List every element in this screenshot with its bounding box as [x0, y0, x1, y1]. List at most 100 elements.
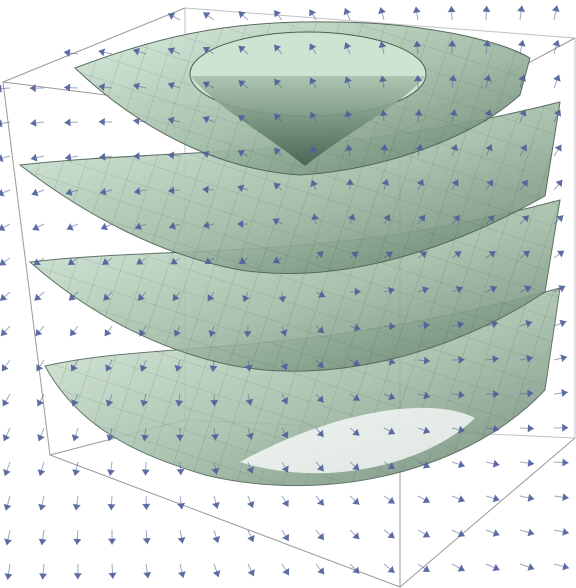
- field-arrow: [448, 74, 457, 89]
- field-arrow: [63, 48, 79, 57]
- field-arrow: [383, 495, 396, 505]
- field-arrow: [246, 461, 255, 474]
- field-arrow: [107, 495, 116, 511]
- field-arrow: [167, 47, 181, 55]
- field-arrow: [309, 111, 317, 123]
- field-arrow: [238, 45, 249, 55]
- field-arrow: [139, 325, 147, 337]
- field-arrow: [281, 563, 290, 576]
- field-arrow: [72, 461, 81, 477]
- field-arrow: [202, 46, 215, 55]
- field-arrow: [172, 291, 181, 302]
- field-arrow: [349, 461, 360, 471]
- field-arrow: [383, 427, 396, 435]
- field-arrow: [30, 153, 45, 162]
- field-arrow: [485, 494, 500, 503]
- field-arrow: [315, 359, 325, 369]
- field-arrow: [417, 214, 426, 225]
- field-arrow: [177, 529, 186, 544]
- field-arrow: [383, 322, 396, 331]
- field-arrow: [519, 285, 532, 293]
- field-arrow: [451, 495, 466, 503]
- field-arrow: [3, 495, 12, 511]
- field-arrow: [517, 39, 526, 55]
- field-arrow: [102, 291, 113, 301]
- field-arrow: [238, 80, 249, 89]
- field-arrow: [417, 321, 430, 330]
- field-arrow: [167, 12, 181, 21]
- field-arrow: [72, 495, 81, 511]
- field-arrow: [202, 221, 215, 230]
- field-arrow: [238, 257, 249, 265]
- field-arrow: [134, 222, 147, 230]
- field-arrow: [247, 563, 255, 577]
- field-arrow: [4, 529, 12, 546]
- field-arrow: [315, 250, 324, 259]
- field-arrow: [176, 461, 185, 476]
- field-arrow: [383, 251, 394, 259]
- field-arrow: [553, 458, 569, 467]
- field-arrow: [212, 563, 221, 578]
- field-arrow: [519, 144, 528, 157]
- field-arrow: [417, 563, 431, 573]
- field-arrow: [237, 149, 249, 157]
- field-arrow: [273, 113, 283, 123]
- field-arrow: [38, 529, 47, 546]
- field-arrow: [553, 144, 562, 157]
- field-arrow: [174, 359, 183, 372]
- field-arrow: [349, 251, 359, 259]
- field-arrow: [553, 250, 565, 259]
- field-arrow: [204, 257, 215, 265]
- field-arrow: [485, 320, 499, 329]
- field-arrow: [413, 40, 422, 55]
- field-arrow: [309, 77, 317, 89]
- field-arrow: [378, 7, 386, 21]
- field-arrow: [553, 527, 570, 536]
- field-arrow: [73, 563, 82, 580]
- field-arrow: [0, 154, 11, 162]
- field-arrow: [485, 529, 500, 537]
- field-arrow: [553, 493, 569, 502]
- field-arrow: [139, 359, 148, 372]
- field-arrow: [273, 78, 283, 89]
- field-arrow: [519, 459, 535, 468]
- field-arrow: [210, 427, 219, 441]
- field-arrow: [519, 389, 534, 398]
- field-arrow: [243, 325, 252, 338]
- field-arrow: [0, 291, 11, 302]
- field-arrow: [412, 6, 421, 21]
- field-arrow: [133, 152, 147, 161]
- field-arrow: [142, 529, 151, 545]
- field-arrow: [167, 151, 181, 160]
- field-arrow: [485, 459, 500, 468]
- field-arrow: [451, 179, 459, 191]
- field-arrow: [553, 109, 562, 123]
- field-arrow: [451, 286, 464, 294]
- field-arrow: [417, 286, 429, 294]
- field-arrow: [4, 563, 13, 580]
- field-arrow: [379, 75, 387, 89]
- field-arrow: [34, 291, 45, 302]
- field-arrow: [451, 563, 466, 572]
- field-arrow: [281, 461, 289, 473]
- field-arrow: [383, 214, 391, 225]
- field-arrow: [315, 325, 325, 334]
- field-arrow: [141, 461, 150, 476]
- field-arrow: [104, 325, 113, 337]
- field-arrow: [451, 355, 465, 364]
- field-arrow: [519, 528, 535, 537]
- field-arrow: [379, 109, 388, 123]
- field-arrow: [315, 563, 325, 575]
- field-arrow: [0, 223, 11, 231]
- field-arrow: [349, 359, 361, 367]
- field-arrow: [211, 461, 220, 475]
- field-arrow: [272, 256, 283, 264]
- field-arrow: [106, 427, 115, 442]
- field-arrow: [310, 145, 318, 157]
- field-arrow: [552, 39, 561, 55]
- field-arrow: [449, 109, 458, 123]
- field-arrow: [315, 461, 325, 472]
- field-arrow: [133, 187, 147, 196]
- field-arrow: [518, 74, 527, 89]
